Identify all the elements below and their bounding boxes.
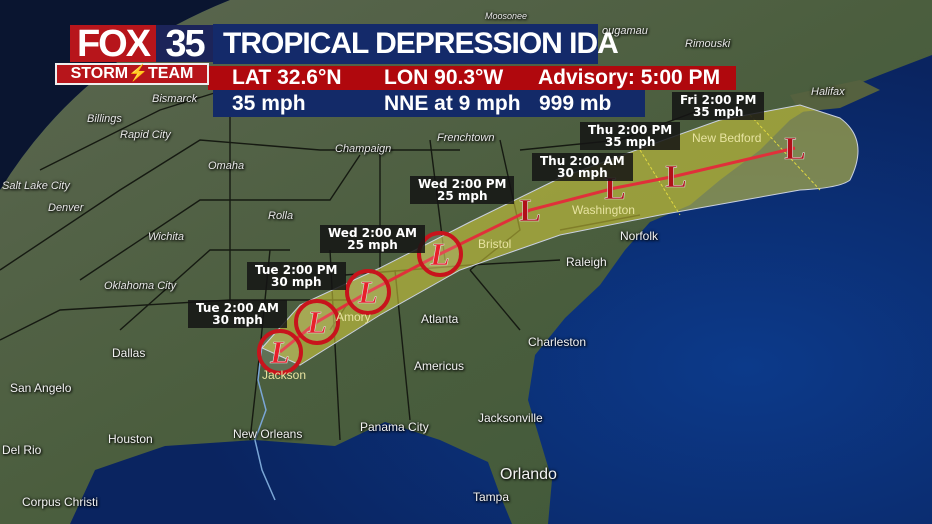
city-label: Rimouski: [685, 38, 731, 50]
forecast-label: Fri 2:00 PM 35 mph: [672, 92, 765, 120]
city-label: Rapid City: [120, 129, 171, 141]
storm-marker-icon: L: [784, 130, 806, 167]
city-label: Frenchtown: [437, 132, 495, 144]
city-label: Panama City: [360, 420, 429, 434]
forecast-cone: [261, 104, 859, 366]
city-label: Bristol: [478, 237, 512, 251]
advisory-time: Advisory: 5:00 PM: [538, 66, 721, 89]
forecast-label: Thu 2:00 AM 30 mph: [532, 153, 633, 181]
pressure: 999 mb: [539, 92, 612, 115]
svg-text:L: L: [429, 236, 450, 272]
city-label: New Orleans: [233, 427, 303, 441]
storm-marker-icon: L: [665, 158, 687, 195]
city-label: Champaign: [335, 143, 392, 155]
storm-marker-icon: L: [257, 329, 303, 375]
forecast-time: Tue 2:00 AM: [196, 301, 279, 315]
city-label: Amory: [336, 310, 371, 324]
storm-team-logo: STORM⚡TEAM: [55, 63, 209, 85]
city-label: Tampa: [473, 490, 510, 504]
position-bar: LAT 32.6°N LON 90.3°W Advisory: 5:00 PM: [208, 66, 736, 90]
city-label: Del Rio: [2, 443, 42, 457]
forecast-time: Tue 2:00 PM: [255, 263, 338, 277]
city-label: Denver: [48, 202, 84, 214]
forecast-time: Wed 2:00 PM: [418, 177, 507, 191]
forecast-time: Wed 2:00 AM: [328, 226, 417, 240]
forecast-wind: 25 mph: [436, 189, 488, 203]
forecast-label: Thu 2:00 PM 35 mph: [580, 122, 681, 150]
city-label: Americus: [414, 359, 465, 373]
city-label: ougamau: [602, 25, 648, 37]
forecast-label: Wed 2:00 AM 25 mph: [320, 225, 425, 253]
city-label: Salt Lake City: [2, 180, 70, 192]
storm-title: TROPICAL DEPRESSION IDA: [213, 24, 619, 64]
forecast-wind: 30 mph: [557, 166, 608, 180]
latitude: LAT 32.6°N: [232, 66, 342, 89]
city-label: Rolla: [268, 210, 294, 222]
svg-text:L: L: [269, 334, 290, 370]
city-label: Jackson: [262, 368, 307, 382]
fox-logo: FOX: [70, 25, 156, 63]
forecast-time: Fri 2:00 PM: [680, 93, 757, 107]
storm-marker-icon: L: [417, 231, 463, 277]
storm-marker-icon: L: [519, 192, 541, 229]
svg-text:L: L: [665, 158, 686, 194]
city-label: Dallas: [112, 346, 146, 360]
channel-logo: 35: [156, 25, 213, 63]
forecast-time: Thu 2:00 PM: [588, 123, 673, 137]
city-label: Moosonee: [485, 11, 528, 21]
city-label: New Bedford: [692, 131, 762, 145]
city-label: San Angelo: [10, 381, 72, 395]
city-label: Jacksonville: [478, 411, 543, 425]
city-label: Washington: [572, 203, 635, 217]
forecast-wind: 35 mph: [604, 135, 656, 149]
cone-day-lines: [639, 114, 821, 216]
movement: NNE at 9 mph: [384, 92, 521, 115]
forecast-wind: 30 mph: [270, 275, 322, 289]
city-label: Billings: [87, 113, 122, 125]
city-label: Halifax: [811, 86, 845, 98]
forecast-track: [279, 146, 796, 354]
city-label: Charleston: [528, 335, 587, 349]
forecast-wind: 25 mph: [347, 238, 398, 252]
svg-text:L: L: [784, 130, 805, 166]
city-label: Omaha: [208, 160, 245, 172]
intensity-bar: 35 mph NNE at 9 mph 999 mb: [213, 90, 645, 117]
forecast-label: Tue 2:00 PM 30 mph: [247, 262, 346, 290]
forecast-wind: 35 mph: [692, 105, 744, 119]
storm-marker-icon: L: [345, 269, 391, 315]
forecast-wind: 30 mph: [212, 313, 263, 327]
city-label: Atlanta: [421, 312, 459, 326]
forecast-time: Thu 2:00 AM: [540, 154, 625, 168]
city-label: Orlando: [500, 466, 557, 483]
mississippi-river: [254, 344, 276, 501]
city-label: Wichita: [148, 231, 184, 243]
svg-text:L: L: [357, 274, 378, 310]
max-wind: 35 mph: [232, 92, 306, 115]
city-label: Bismarck: [152, 93, 198, 105]
svg-text:L: L: [519, 192, 540, 228]
city-label: Corpus Christi: [22, 495, 99, 509]
city-label: Raleigh: [566, 255, 607, 269]
city-label: Oklahoma City: [104, 280, 177, 292]
svg-text:L: L: [306, 304, 327, 340]
city-label: Houston: [108, 432, 153, 446]
city-label: Norfolk: [620, 229, 659, 243]
space-region: [0, 0, 230, 190]
forecast-label: Wed 2:00 PM 25 mph: [410, 176, 515, 204]
longitude: LON 90.3°W: [384, 66, 504, 89]
forecast-label: Tue 2:00 AM 30 mph: [188, 300, 287, 328]
nova-scotia: [790, 80, 880, 112]
storm-marker-icon: L: [294, 299, 340, 345]
